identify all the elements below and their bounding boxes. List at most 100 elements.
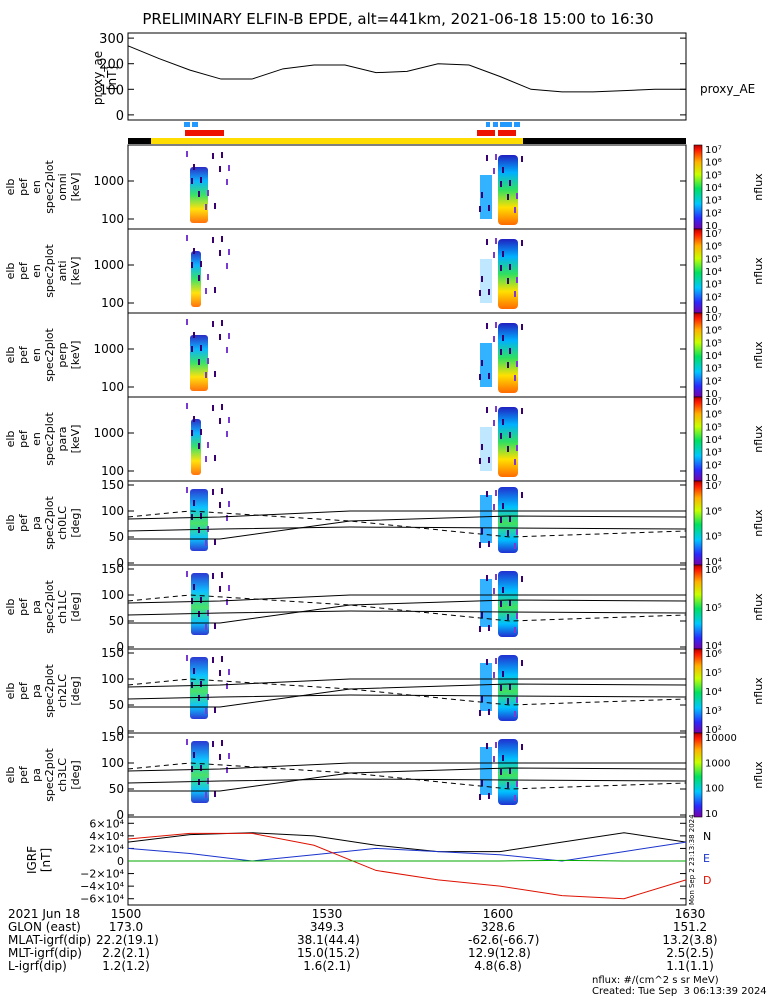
spec-speckle (514, 543, 516, 549)
spec-cluster-2b (480, 495, 492, 543)
spec-speckle (488, 373, 490, 379)
spec-speckle (481, 780, 483, 786)
colorbar-tick-label: 10³ (705, 280, 722, 291)
spec-ytick-label: 100 (101, 464, 124, 478)
colorbar-tick-label: 10⁴ (705, 687, 722, 698)
blue-marker (486, 122, 490, 127)
spec-ylabel: [keV] (69, 173, 82, 202)
spec-speckle (479, 458, 481, 464)
spec-speckle (193, 164, 195, 170)
spec-ylabel: elb (4, 431, 17, 448)
spec-speckle (500, 433, 502, 439)
spec-speckle (479, 206, 481, 212)
spec-frame-omni (127, 144, 687, 230)
spec-speckle (226, 179, 228, 185)
igrf-series-N (127, 832, 687, 853)
spec-speckle (226, 599, 228, 605)
spec-speckle (509, 600, 511, 606)
spec-speckle (193, 752, 195, 758)
spec-speckle (200, 765, 202, 771)
spec-cluster-2 (498, 155, 518, 225)
spec-speckle (219, 418, 221, 424)
spec-speckle (228, 753, 230, 759)
blue-marker (514, 122, 520, 127)
spec-speckle (486, 575, 488, 581)
colorbar-tick-label: 10⁴ (705, 267, 722, 278)
losscone-line (127, 694, 687, 700)
spec-ylabel: [keV] (69, 425, 82, 454)
colorbar-tick-label: 10⁷ (705, 229, 722, 240)
spec-speckle (186, 739, 188, 745)
spec-ytick-label: 1000 (93, 426, 124, 440)
spec-ytick-label: 0 (116, 556, 124, 570)
spec-speckle (214, 539, 216, 545)
spec-ylabel: elb (4, 263, 17, 280)
spec-cluster-2b (480, 579, 492, 627)
spec-speckle (228, 501, 230, 507)
orbit-row-value: 2.2(2.1) (102, 946, 150, 960)
colorbar (693, 480, 703, 566)
igrf-ytick-label: 6×10⁴ (89, 817, 124, 830)
spec-ylabel: pef (17, 513, 30, 532)
spec-ylabel: en (30, 264, 43, 278)
spec-ytick-label: 0 (116, 640, 124, 654)
spec-speckle (493, 756, 495, 762)
spec-ytick-label: 0 (116, 724, 124, 738)
spec-speckle (226, 431, 228, 437)
spec-speckle (493, 336, 495, 342)
spec-speckle (193, 668, 195, 674)
spec-speckle (219, 166, 221, 172)
spec-speckle (514, 291, 516, 297)
spec-speckle (486, 239, 488, 245)
orbit-row-value: 38.1(44.4) (297, 933, 360, 947)
spec-speckle (493, 252, 495, 258)
spec-ytick-label: 150 (101, 646, 124, 660)
orbit-row-label: GLON (east) (8, 920, 81, 934)
spec-speckle (481, 528, 483, 534)
spec-speckle (226, 683, 228, 689)
orbit-row-value: 1530 (311, 907, 343, 921)
colorbar-label: nflux (752, 677, 765, 705)
red-marker (498, 130, 516, 136)
spec-speckle (481, 696, 483, 702)
colorbar-label: nflux (752, 425, 765, 453)
spec-ylabel: spec2plot (43, 580, 56, 634)
spec-speckle (507, 782, 509, 788)
spec-ytick-label: 100 (101, 672, 124, 686)
spec-speckle (207, 190, 209, 196)
spec-speckle (516, 781, 518, 787)
colorbar-label: nflux (752, 257, 765, 285)
spec-ylabel: ch2LC (56, 674, 69, 708)
spec-speckle (514, 795, 516, 801)
spec-speckle (486, 743, 488, 749)
colorbar (693, 144, 703, 230)
spec-speckle (514, 375, 516, 381)
spec-speckle (205, 624, 207, 630)
igrf-ytick-label: −6×10⁴ (80, 893, 124, 906)
spec-ylabel: [deg] (69, 676, 82, 705)
spec-speckle (214, 203, 216, 209)
colorbar (693, 228, 703, 314)
spec-ylabel: spec2plot (43, 496, 56, 550)
spec-speckle (521, 240, 523, 246)
spec-ylabel: pef (17, 345, 30, 364)
orbit-row-value: 1630 (674, 907, 706, 921)
ae-line (127, 45, 686, 93)
spec-speckle (516, 193, 518, 199)
spec-speckle (479, 794, 481, 800)
spec-speckle (221, 656, 223, 662)
colorbar-tick-label: 10 (705, 221, 718, 232)
losscone-line (127, 610, 687, 616)
colorbar-tick-label: 10⁵ (705, 668, 722, 679)
orbit-row-value: 1.2(1.2) (102, 959, 150, 973)
spec-speckle (198, 527, 200, 533)
colorbar-tick-label: 10⁵ (705, 170, 722, 181)
spec-speckle (479, 710, 481, 716)
spec-speckle (221, 740, 223, 746)
colorbar-tick-label: 10⁷ (705, 481, 722, 492)
colorbar-tick-label: 10⁴ (705, 557, 722, 568)
losscone-line (127, 526, 687, 532)
colorbar-tick-label: 10⁵ (705, 532, 722, 543)
spec-speckle (193, 416, 195, 422)
